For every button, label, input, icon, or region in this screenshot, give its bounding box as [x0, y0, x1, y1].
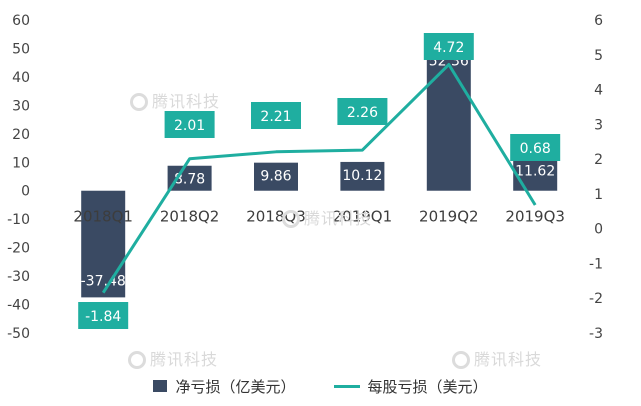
- watermark-logo-icon: [128, 351, 146, 369]
- eps-label-box: [337, 98, 388, 125]
- y-right-tick-label: -2: [589, 291, 603, 307]
- eps-data-label: 2.21: [260, 109, 291, 125]
- watermark-middle: 腾讯科技: [282, 205, 372, 229]
- x-tick-label: 2018Q1: [73, 208, 133, 226]
- eps-label-box: [423, 33, 474, 60]
- y-left-tick-label: 0: [21, 184, 30, 200]
- y-left-tick-label: -20: [7, 241, 30, 257]
- legend-label-net-loss: 净亏损（亿美元）: [175, 377, 296, 396]
- y-right-tick-label: 1: [594, 187, 603, 203]
- y-right-tick-label: 5: [594, 48, 603, 64]
- eps-label-box: [78, 302, 129, 329]
- eps-data-label: 2.26: [347, 105, 378, 121]
- bar: [513, 157, 558, 191]
- y-right-tick-label: 4: [594, 83, 603, 99]
- legend: 净亏损（亿美元） 每股亏损（美元）: [0, 372, 641, 400]
- y-left-tick-label: -40: [7, 298, 30, 314]
- y-left-tick-label: 40: [12, 70, 30, 86]
- bar: [81, 190, 126, 298]
- y-left-tick-label: -50: [7, 326, 30, 342]
- bar: [340, 161, 385, 191]
- eps-label-box: [510, 134, 561, 161]
- bar-data-label: 8.78: [174, 172, 205, 188]
- x-tick-label: 2019Q3: [505, 208, 565, 226]
- eps-data-label: 2.01: [174, 118, 205, 134]
- bar: [254, 162, 298, 191]
- y-right-tick-label: -1: [589, 256, 603, 272]
- watermark-logo-icon: [130, 93, 148, 111]
- y-left-tick-label: -10: [7, 212, 30, 228]
- eps-label-box: [164, 111, 215, 138]
- eps-label-box: [251, 102, 301, 129]
- y-right-tick-label: 2: [594, 152, 603, 168]
- watermark-logo-icon: [452, 351, 470, 369]
- eps-data-label: 4.72: [433, 40, 464, 56]
- y-left-tick-label: 30: [12, 98, 30, 114]
- y-right-tick-label: -3: [589, 326, 603, 342]
- legend-label-eps-loss: 每股亏损（美元）: [367, 377, 488, 396]
- x-tick-label: 2019Q2: [419, 208, 479, 226]
- eps-data-label: -1.84: [85, 309, 121, 325]
- watermark-top: 腾讯科技: [130, 88, 220, 112]
- x-tick-label: 2018Q2: [160, 208, 220, 226]
- legend-swatch-line: [333, 384, 360, 388]
- watermark-logo-icon: [282, 210, 300, 228]
- y-left-tick-label: -30: [7, 269, 30, 285]
- legend-item-eps-loss: 每股亏损（美元）: [333, 376, 488, 397]
- x-tick-label: 2019Q1: [333, 208, 393, 226]
- bar-data-label: -37.48: [81, 273, 126, 289]
- bar-data-label: 10.12: [342, 168, 382, 184]
- y-left-tick-label: 60: [12, 13, 30, 29]
- y-left-tick-label: 50: [12, 41, 30, 57]
- watermark-bottom-right: 腾讯科技: [452, 346, 542, 370]
- y-right-tick-label: 3: [594, 117, 603, 133]
- bar-data-label: 11.62: [515, 164, 555, 180]
- legend-swatch-bar: [153, 380, 168, 392]
- eps-data-label: 0.68: [520, 141, 551, 157]
- bar: [167, 165, 212, 191]
- y-left-tick-label: 20: [12, 127, 30, 143]
- bar-data-label: 9.86: [260, 169, 291, 185]
- watermark-bottom: 腾讯科技: [128, 346, 218, 370]
- y-right-tick-label: 0: [594, 222, 603, 238]
- y-left-tick-label: 10: [12, 155, 30, 171]
- eps-line: [101, 63, 537, 294]
- legend-item-net-loss: 净亏损（亿美元）: [153, 376, 296, 397]
- y-right-tick-label: 6: [594, 13, 603, 29]
